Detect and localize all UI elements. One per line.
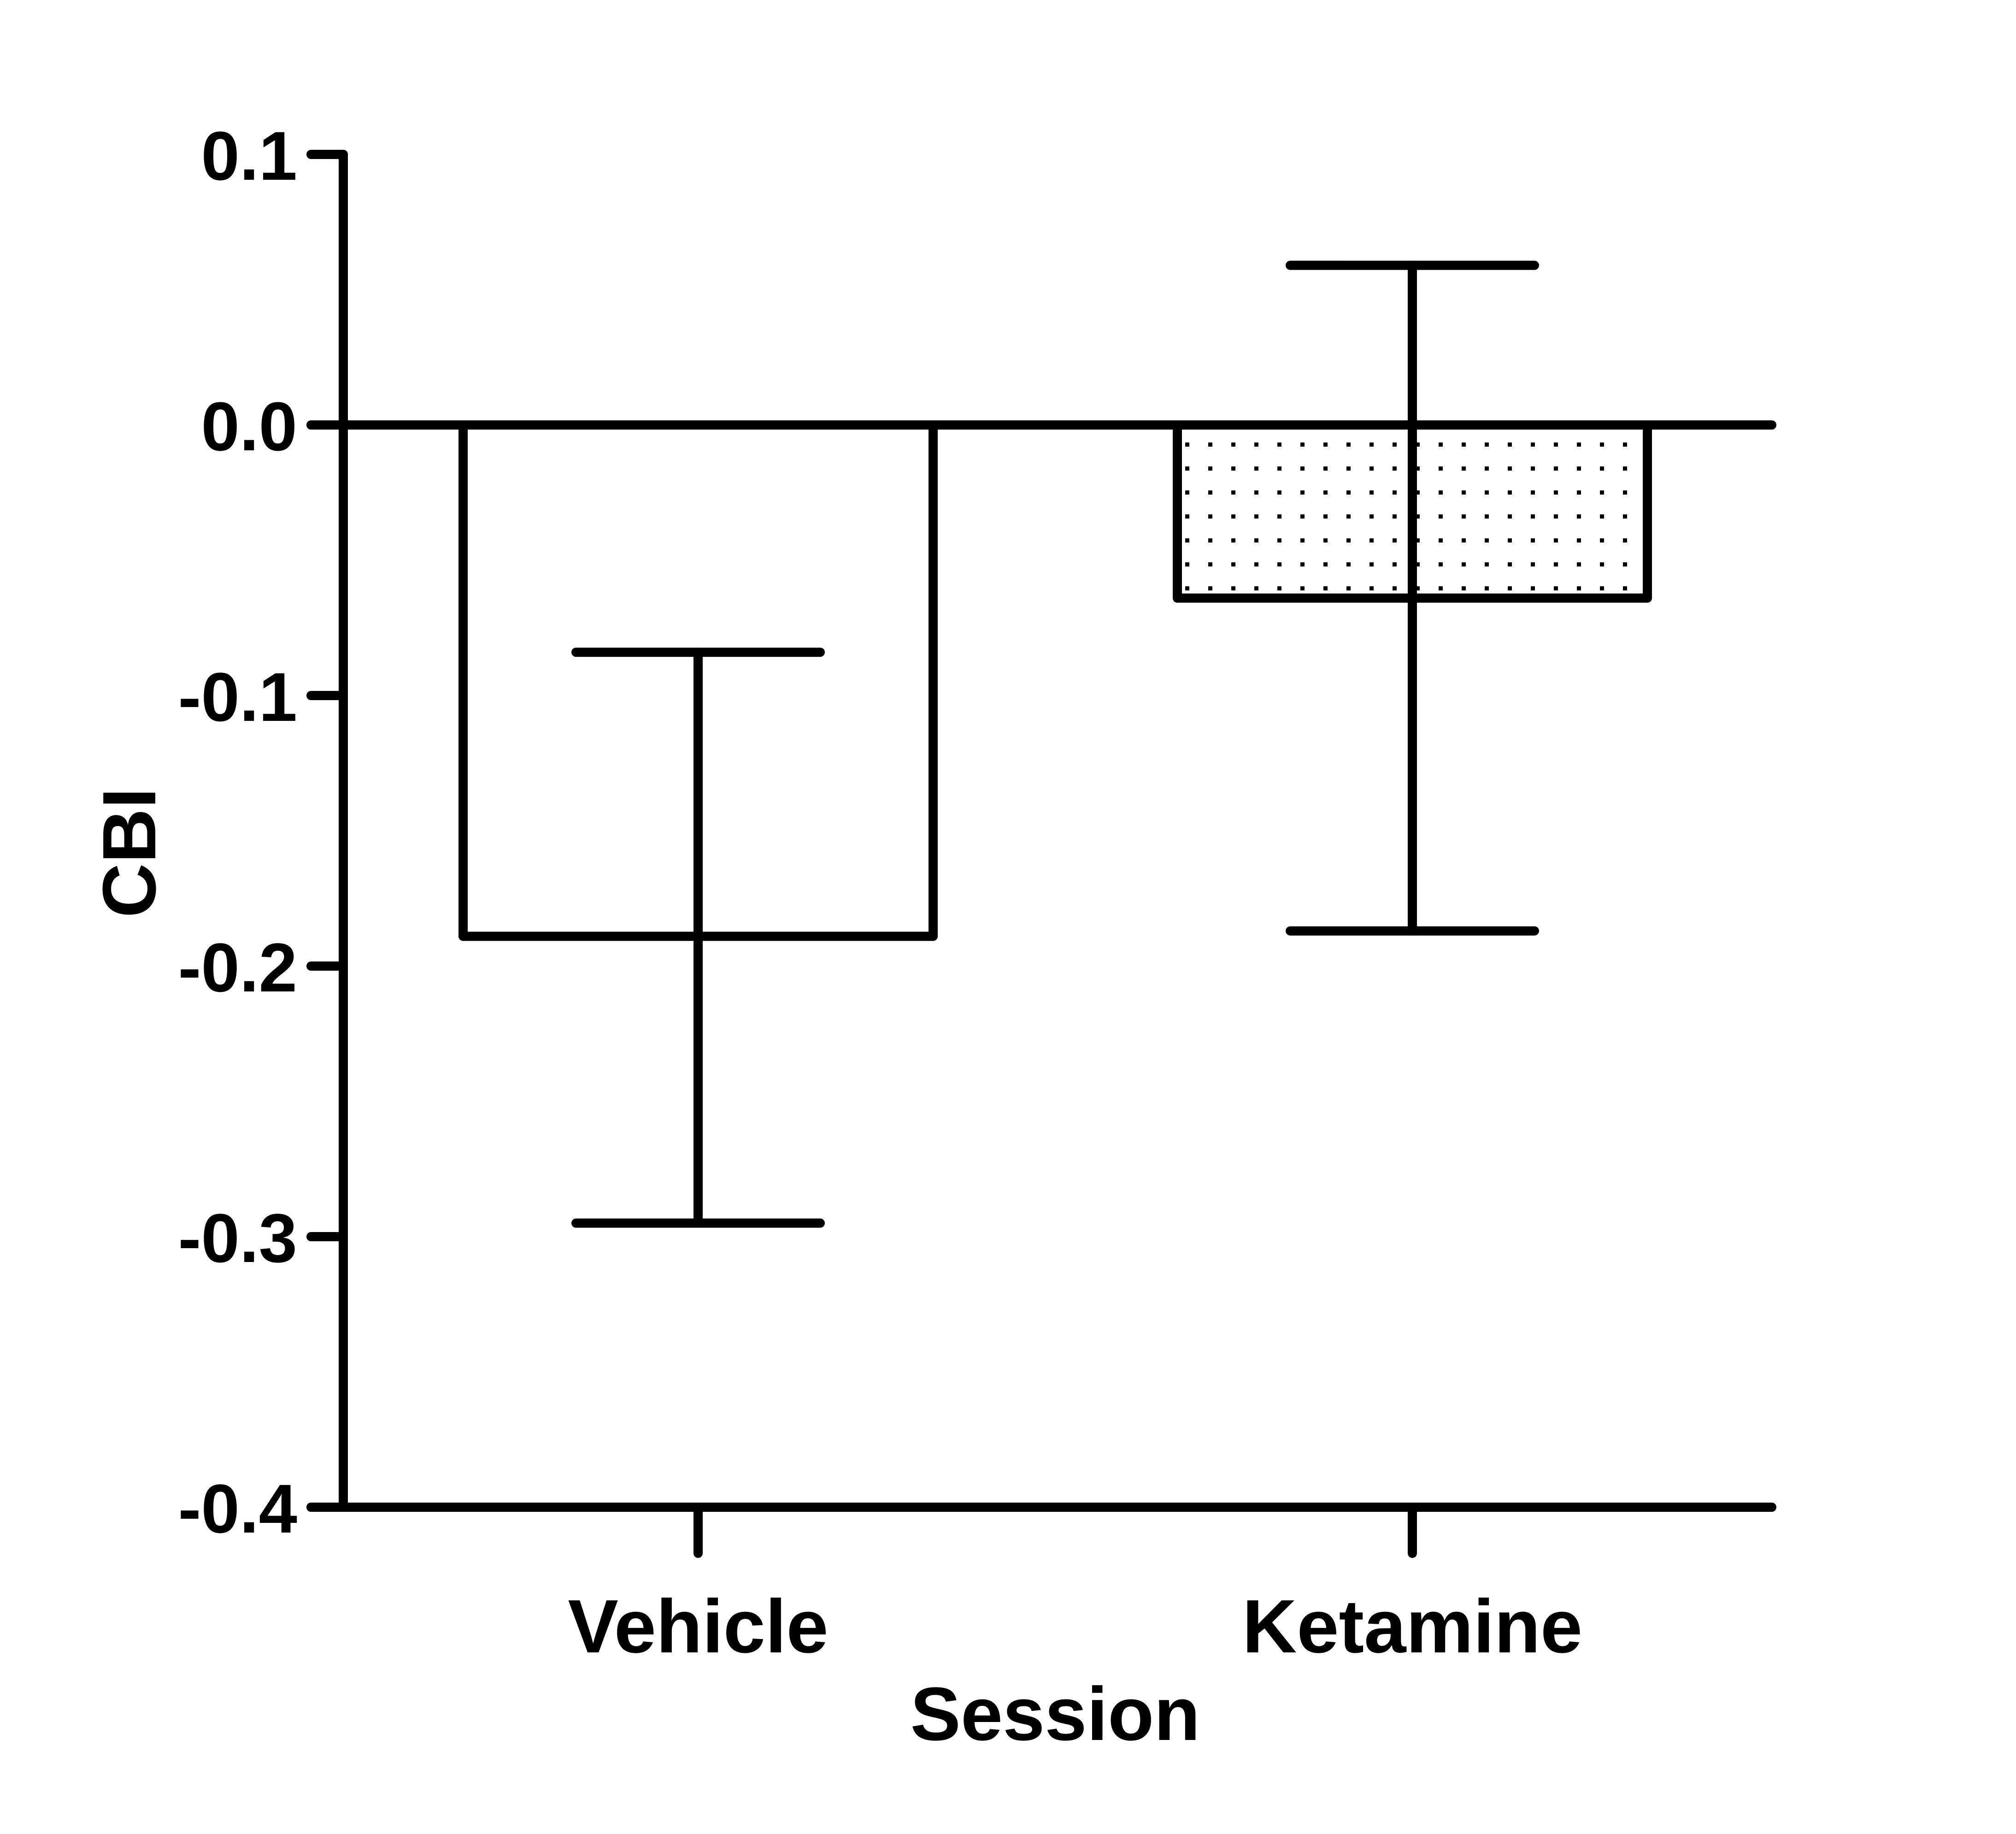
x-axis-title: Session	[911, 1672, 1200, 1756]
y-tick-label: 0.0	[201, 388, 297, 465]
y-tick-label: -0.2	[178, 929, 297, 1006]
y-tick-label: -0.4	[178, 1470, 297, 1547]
y-tick-label: -0.1	[178, 658, 297, 736]
y-tick-label: 0.1	[201, 117, 297, 195]
x-tick-label: Vehicle	[568, 1584, 828, 1669]
y-axis-title: CBI	[87, 788, 171, 918]
y-tick-label: -0.3	[178, 1199, 297, 1277]
x-tick-label: Ketamine	[1242, 1584, 1582, 1669]
